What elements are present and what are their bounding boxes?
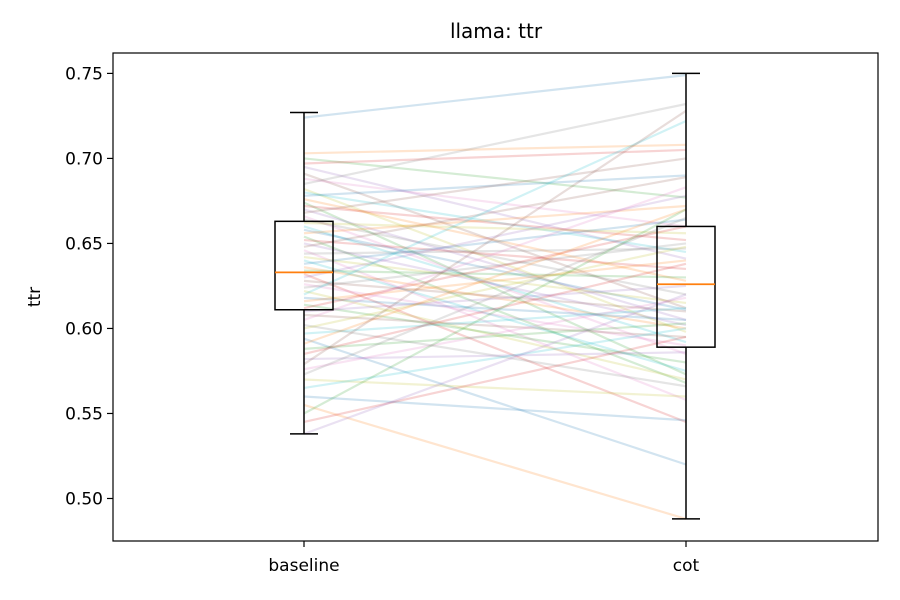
paired-line [303, 351, 687, 361]
paired-line [303, 218, 687, 265]
paired-line [303, 242, 687, 327]
paired-line [303, 323, 687, 388]
paired-line [303, 109, 687, 366]
x-axis: baseline cot [268, 541, 700, 576]
paired-line [303, 259, 687, 373]
paired-line [303, 335, 687, 424]
paired-line [303, 204, 687, 242]
paired-line [303, 337, 687, 466]
box-iqr [656, 225, 716, 348]
box-cot [656, 72, 716, 520]
paired-line [303, 201, 687, 376]
paired-line [303, 194, 687, 279]
paired-line [303, 191, 687, 254]
paired-line [303, 296, 687, 371]
boxes [274, 72, 716, 520]
paired-line [303, 225, 687, 310]
paired-line [303, 208, 687, 322]
box-iqr [274, 220, 334, 311]
paired-line [303, 235, 687, 384]
paired-line [303, 266, 687, 330]
paired-line [303, 102, 687, 186]
plot-frame [112, 52, 879, 542]
paired-line [303, 157, 687, 214]
paired-line [303, 322, 687, 350]
x-tick-label: cot [673, 556, 700, 576]
paired-line [303, 157, 687, 199]
paired-line [303, 242, 687, 289]
paired-line [303, 245, 687, 330]
paired-line [303, 215, 687, 355]
paired-line [303, 279, 687, 313]
y-tick-label: 0.75 [65, 64, 103, 84]
paired-line [303, 174, 687, 197]
paired-line [303, 255, 687, 305]
paired-line [303, 403, 687, 520]
paired-line [303, 216, 687, 376]
paired-line [303, 228, 687, 311]
paired-line [303, 176, 687, 248]
paired-line [303, 395, 687, 422]
y-tick-label: 0.70 [65, 149, 103, 169]
paired-line [303, 204, 687, 235]
paired-line [303, 208, 687, 345]
paired-line [303, 269, 687, 279]
paired-line [303, 273, 687, 424]
paired-line [303, 143, 687, 155]
paired-line [303, 259, 687, 303]
paired-line [303, 238, 687, 271]
y-axis: 0.50 0.55 0.60 0.65 0.70 0.75 [65, 64, 113, 509]
paired-lines [303, 74, 687, 520]
paired-line [303, 74, 687, 119]
chart-title: llama: ttr [450, 19, 543, 43]
paired-line [303, 247, 687, 255]
paired-line [303, 165, 687, 260]
paired-line [303, 177, 687, 228]
paired-line [303, 187, 687, 333]
paired-line [303, 289, 687, 381]
paired-line [303, 120, 687, 296]
y-tick-label: 0.50 [65, 489, 103, 509]
paired-line [303, 303, 687, 364]
x-tick-label: baseline [268, 556, 339, 576]
paired-line [303, 296, 687, 322]
paired-line [303, 293, 687, 435]
paired-line [303, 186, 687, 321]
paired-line [303, 284, 687, 313]
paired-line [303, 218, 687, 296]
y-axis-label: ttr [25, 287, 45, 307]
y-tick-label: 0.65 [65, 234, 103, 254]
paired-line [303, 221, 687, 235]
y-tick-label: 0.55 [65, 404, 103, 424]
paired-line [303, 249, 687, 401]
paired-line [303, 225, 687, 344]
box-baseline [274, 111, 334, 435]
y-tick-label: 0.60 [65, 319, 103, 339]
paired-line [303, 327, 687, 390]
paired-line [303, 148, 687, 165]
paired-line [303, 198, 687, 282]
paired-line [303, 262, 687, 356]
paired-line [303, 378, 687, 398]
paired-line [303, 283, 687, 347]
paired-line [303, 172, 687, 310]
paired-line [303, 208, 687, 415]
paired-line [303, 313, 687, 339]
paired-line [303, 306, 687, 335]
